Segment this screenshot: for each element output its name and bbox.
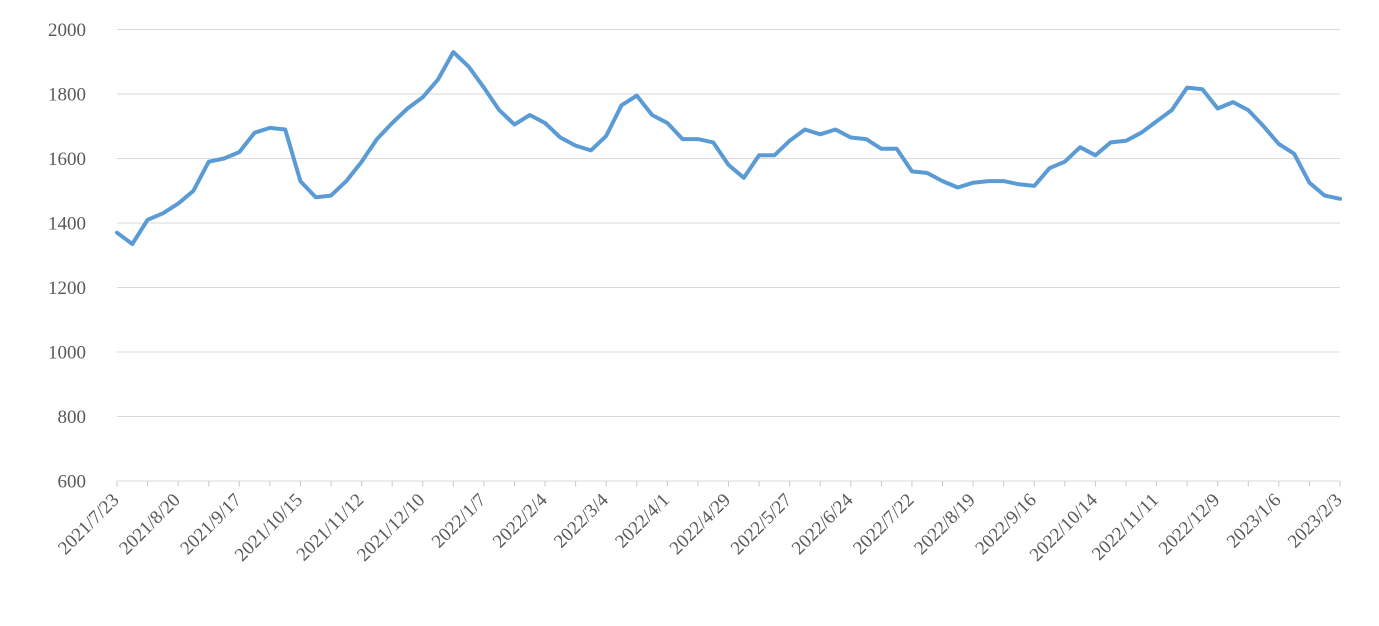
x-axis-tick-label: 2023/1/6 <box>1223 490 1286 553</box>
y-axis-tick-label: 1000 <box>48 343 86 364</box>
x-axis-tick-label: 2021/7/23 <box>54 490 123 559</box>
y-axis-tick-label: 1400 <box>48 214 86 235</box>
x-axis-tick-label: 2022/7/22 <box>849 490 918 559</box>
x-axis-tick-label: 2022/4/29 <box>666 490 735 559</box>
x-axis-tick-label: 2022/6/24 <box>788 489 858 559</box>
y-axis-tick-label: 1800 <box>48 85 86 106</box>
x-axis-tick-label: 2022/1/7 <box>428 490 491 553</box>
x-axis-tick-label: 2022/5/27 <box>727 490 796 559</box>
x-axis-tick-label: 2022/3/4 <box>550 489 613 552</box>
x-axis-tick-label: 2022/11/11 <box>1088 490 1163 565</box>
x-axis-tick-label: 2021/8/20 <box>115 490 184 559</box>
y-axis-tick-label: 2000 <box>48 20 86 41</box>
x-axis-tick-label: 2022/2/4 <box>489 489 552 552</box>
y-axis-tick-label: 800 <box>58 407 87 428</box>
y-axis-tick-label: 1200 <box>48 278 86 299</box>
x-axis-tick-label: 2022/10/14 <box>1026 489 1102 565</box>
x-axis-tick-label: 2022/4/1 <box>611 490 674 553</box>
x-axis-tick-label: 2022/8/19 <box>910 490 979 559</box>
x-axis-tick-label: 2022/12/9 <box>1155 490 1224 559</box>
x-axis-tick-label: 2023/2/3 <box>1284 490 1347 553</box>
series-line <box>115 50 1342 246</box>
y-axis-tick-label: 1600 <box>48 149 86 170</box>
y-axis-tick-label: 600 <box>58 472 87 493</box>
